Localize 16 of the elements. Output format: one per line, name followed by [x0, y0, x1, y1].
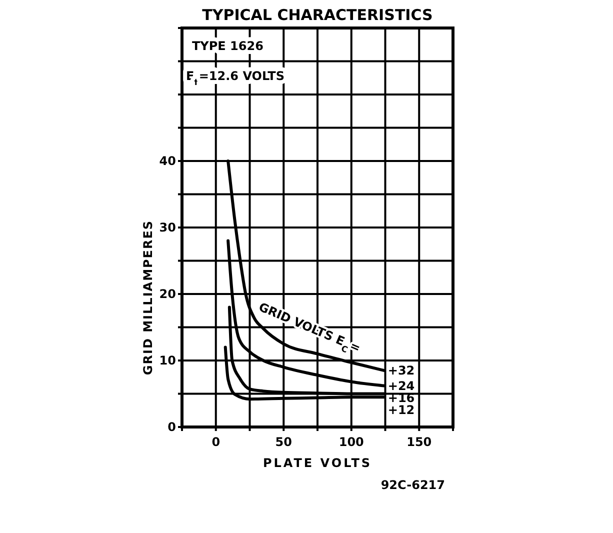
- series-label: +24: [388, 378, 415, 393]
- y-tick-label: 0: [168, 420, 176, 434]
- x-tick-label: 50: [275, 435, 292, 449]
- y-tick-label: 40: [159, 154, 176, 168]
- text: 92C-6217: [380, 478, 445, 492]
- y-tick-label: 20: [159, 287, 176, 301]
- x-tick-label: 150: [406, 435, 432, 449]
- y-tick-label: 10: [159, 354, 176, 368]
- x-axis-title: PLATE VOLTS: [262, 456, 372, 470]
- y-tick-label: 30: [159, 220, 176, 234]
- x-tick-label: 0: [212, 435, 220, 449]
- series-label: +32: [388, 363, 415, 378]
- y-axis-title: GRID MILLIAMPERES: [141, 220, 155, 376]
- chart-title: TYPICAL CHARACTERISTICS: [202, 6, 433, 24]
- x-tick-label: 100: [338, 435, 364, 449]
- series-label: +12: [388, 402, 415, 417]
